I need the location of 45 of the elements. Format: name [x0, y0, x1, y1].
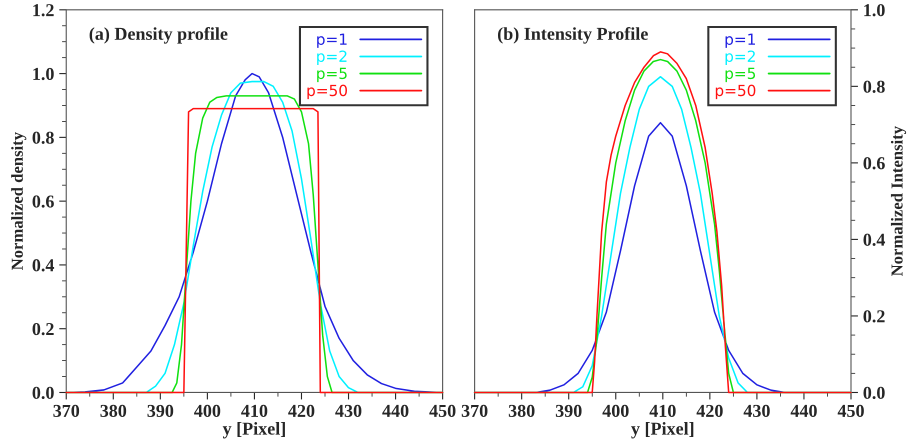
legend-label: p=50 — [716, 84, 756, 100]
x-tick-label: 370 — [462, 404, 488, 417]
y-tick-label: 0.4 — [32, 259, 54, 272]
y-tick-label: 0.2 — [32, 322, 54, 336]
y-tick-label: 0.6 — [863, 157, 885, 170]
y-tick-label: 0.4 — [863, 234, 886, 246]
y-tick-label: 0.6 — [32, 195, 54, 208]
x-tick-label: 410 — [650, 404, 676, 417]
y-axis-title: Normalized density — [11, 132, 26, 270]
legend-label: p=2 — [317, 50, 346, 65]
x-tick-label: 440 — [790, 404, 817, 417]
x-tick-label: 370 — [53, 404, 80, 417]
x-tick-label: 430 — [335, 404, 362, 417]
x-tick-label: 390 — [147, 404, 174, 417]
x-tick-label: 380 — [508, 404, 535, 417]
y-tick-label: 0.8 — [32, 132, 54, 144]
y-tick-label: 1.2 — [33, 4, 54, 16]
x-tick-label: 420 — [288, 404, 314, 417]
x-tick-label: 450 — [429, 404, 456, 417]
legend-label: p=1 — [317, 34, 347, 48]
x-tick-label: 410 — [241, 404, 268, 417]
legend-label: p=50 — [307, 84, 347, 100]
y-axis-title: Normalized Intensity — [890, 126, 906, 276]
x-tick-label: 420 — [696, 404, 723, 417]
x-tick-label: 380 — [100, 404, 126, 417]
x-axis-title: y [Pixel] — [222, 422, 285, 438]
x-tick-label: 400 — [194, 404, 220, 417]
legend-label: p=1 — [726, 34, 755, 48]
x-tick-label: 390 — [556, 404, 582, 417]
x-tick-label: 450 — [838, 404, 864, 417]
y-tick-label: 0.0 — [32, 386, 54, 399]
y-tick-label: 0.2 — [863, 310, 885, 322]
x-tick-label: 430 — [744, 404, 770, 417]
y-tick-label: 1.0 — [33, 68, 54, 80]
legend-label: p=2 — [726, 50, 755, 65]
y-tick-label: 0.0 — [863, 386, 885, 399]
x-axis-title: y [Pixel] — [631, 422, 694, 438]
y-tick-label: 1.0 — [864, 4, 885, 16]
legend-label: p=5 — [726, 68, 756, 82]
x-tick-label: 400 — [602, 404, 629, 417]
x-tick-label: 440 — [382, 404, 408, 417]
legend-label: p=5 — [317, 68, 347, 82]
text: (b) Intensity Profile — [498, 27, 648, 44]
y-tick-label: 0.8 — [863, 80, 885, 93]
text: (a) Density profile — [90, 27, 228, 44]
